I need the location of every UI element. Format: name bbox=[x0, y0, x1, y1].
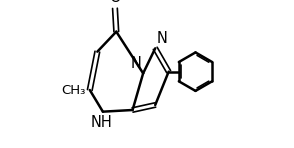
Text: N: N bbox=[131, 56, 142, 71]
Text: NH: NH bbox=[91, 115, 112, 130]
Text: O: O bbox=[109, 0, 121, 5]
Text: N: N bbox=[157, 31, 168, 46]
Text: CH₃: CH₃ bbox=[61, 83, 85, 96]
